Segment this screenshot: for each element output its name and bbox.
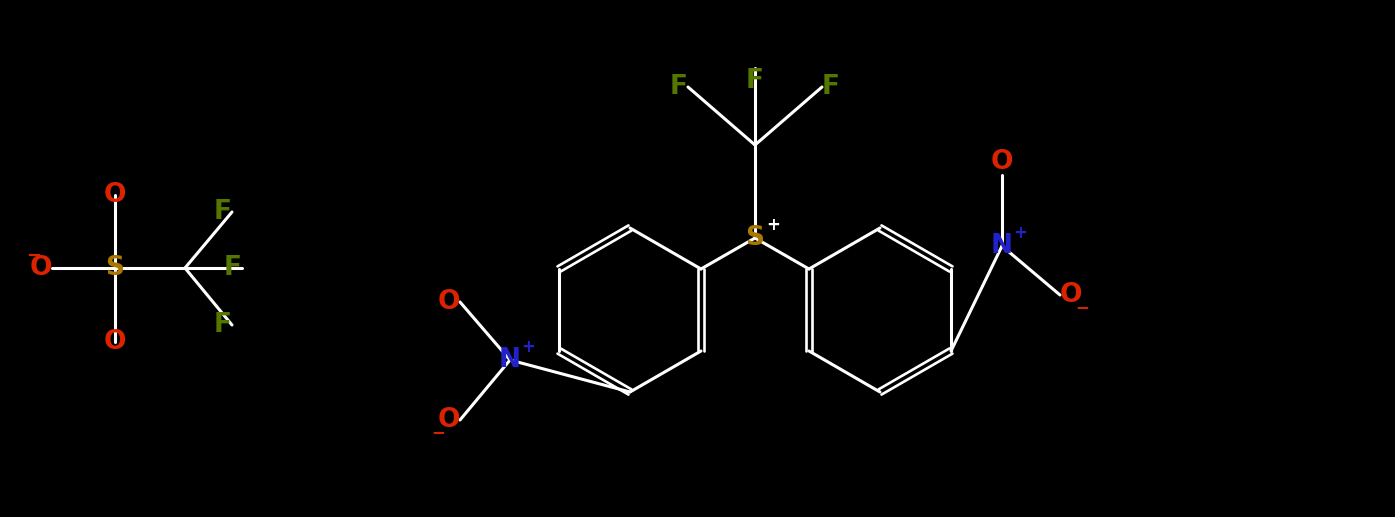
Text: N: N xyxy=(990,233,1013,259)
Text: F: F xyxy=(225,255,241,281)
Text: S: S xyxy=(106,255,124,281)
Text: +: + xyxy=(522,338,534,356)
Text: O: O xyxy=(438,289,460,315)
Text: −: − xyxy=(431,423,445,441)
Text: O: O xyxy=(29,255,52,281)
Text: +: + xyxy=(766,216,780,234)
Text: −: − xyxy=(27,247,42,265)
Text: −: − xyxy=(1076,298,1089,316)
Text: F: F xyxy=(822,74,840,100)
Text: +: + xyxy=(1013,224,1027,242)
Text: O: O xyxy=(438,407,460,433)
Text: S: S xyxy=(745,225,764,251)
Text: N: N xyxy=(499,347,520,373)
Text: O: O xyxy=(103,329,127,355)
Text: O: O xyxy=(990,149,1013,175)
Text: F: F xyxy=(213,312,232,338)
Text: F: F xyxy=(213,199,232,225)
Text: F: F xyxy=(746,68,764,94)
Text: O: O xyxy=(103,182,127,208)
Text: F: F xyxy=(670,74,688,100)
Text: O: O xyxy=(1060,282,1083,308)
